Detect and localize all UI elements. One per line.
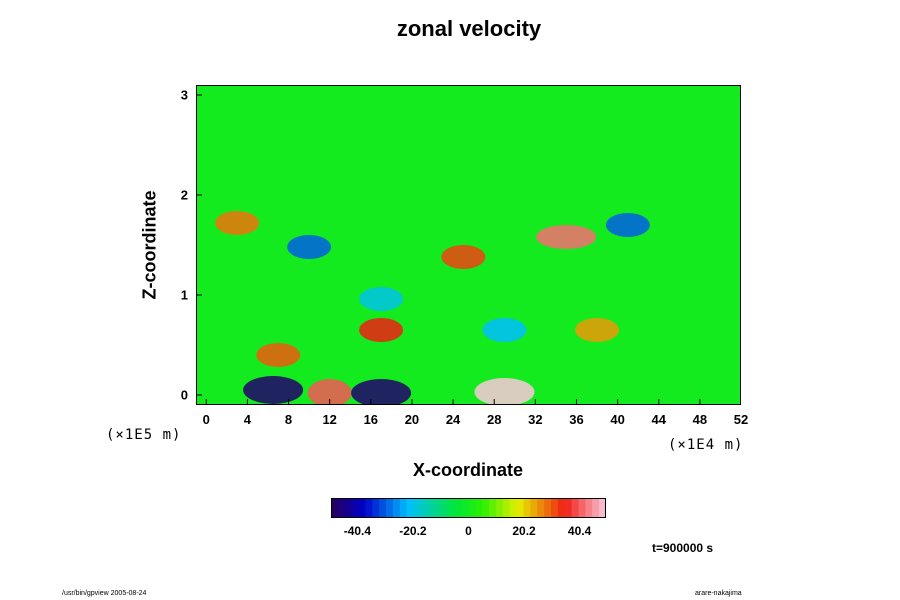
colorbar — [331, 498, 606, 518]
colorbar-segment — [544, 498, 552, 518]
colorbar-segment — [331, 498, 339, 518]
colorbar-segment — [571, 498, 579, 518]
colorbar-segment — [447, 498, 456, 518]
footer-left: /usr/bin/gpview 2005-08-24 — [62, 590, 147, 597]
colorbar-segment — [344, 498, 353, 518]
colorbar-tick-label: -40.4 — [343, 524, 372, 538]
colorbar-segment — [551, 498, 559, 518]
heatmap-feature — [359, 318, 404, 342]
heatmap-feature — [287, 235, 332, 259]
colorbar-segment — [427, 498, 435, 518]
y-tick-label: 0 — [180, 387, 188, 403]
colorbar-segment — [399, 498, 408, 518]
colorbar-segment — [502, 498, 511, 518]
x-tick-label: 36 — [569, 412, 584, 427]
y-scale-label: (×1E5 m) — [106, 427, 182, 443]
colorbar-segment — [392, 498, 401, 518]
heatmap-feature — [536, 225, 597, 249]
colorbar-segment — [516, 498, 524, 518]
colorbar-segment — [337, 498, 346, 518]
heatmap-feature — [351, 379, 412, 405]
colorbar-segment — [585, 498, 593, 518]
x-axis-label: X-coordinate — [412, 460, 523, 480]
heatmap-feature — [307, 379, 352, 405]
x-tick-label: 32 — [528, 412, 543, 427]
heatmap-feature — [482, 318, 527, 342]
colorbar-frame — [331, 498, 606, 518]
x-tick-label: 12 — [322, 412, 337, 427]
colorbar-segment — [564, 498, 573, 518]
x-tick-label: 8 — [284, 412, 293, 427]
x-tick-label: 20 — [404, 412, 420, 427]
colorbar-segment — [454, 498, 463, 518]
colorbar-segment — [461, 498, 469, 518]
heatmap-feature — [575, 318, 620, 342]
heatmap-feature — [441, 245, 486, 269]
colorbar-tick-label: 0 — [465, 524, 472, 538]
colorbar-tick-label: 40.4 — [567, 524, 592, 538]
colorbar-segment — [496, 498, 504, 518]
colorbar-segment — [468, 498, 476, 518]
colorbar-segment — [379, 498, 387, 518]
colorbar-segment — [523, 498, 531, 518]
y-tick-label: 2 — [180, 187, 188, 203]
x-tick-label: 28 — [486, 412, 502, 427]
x-tick-label: 4 — [243, 412, 252, 427]
heatmap-plot-area — [196, 85, 741, 405]
heatmap-cells — [215, 211, 650, 405]
colorbar-segment — [489, 498, 497, 518]
colorbar-segment — [537, 498, 545, 518]
heatmap-feature — [256, 343, 301, 367]
colorbar-tick-label: 20.2 — [512, 524, 536, 538]
heatmap-feature — [243, 376, 304, 404]
y-tick-label: 1 — [180, 287, 188, 303]
colorbar-segment — [365, 498, 373, 518]
x-tick-label: 0 — [202, 412, 210, 427]
colorbar-segment — [420, 498, 428, 518]
colorbar-segment — [441, 498, 449, 518]
x-tick-label: 16 — [363, 412, 379, 427]
colorbar-segment — [509, 498, 518, 518]
x-tick-label: 44 — [651, 412, 666, 427]
heatmap-feature — [215, 211, 260, 235]
colorbar-segment — [482, 498, 490, 518]
heatmap-feature — [605, 213, 650, 237]
footer-right: arare-nakajima — [695, 590, 742, 597]
x-scale-label: (×1E4 m) — [668, 437, 744, 453]
colorbar-segment — [599, 498, 606, 518]
heatmap-feature — [359, 287, 404, 311]
x-tick-label: 24 — [445, 412, 461, 427]
colorbar-segment — [406, 498, 414, 518]
heatmap-feature — [474, 378, 535, 405]
colorbar-segment — [434, 498, 442, 518]
y-axis-label: Z-coordinate — [139, 190, 160, 300]
chart-title: zonal velocity — [396, 16, 542, 41]
colorbar-tick-label: -20.2 — [399, 524, 427, 538]
colorbar-segment — [358, 498, 366, 518]
time-label: t=900000 s — [652, 541, 714, 555]
colorbar-segment — [351, 498, 359, 518]
x-tick-label: 48 — [692, 412, 708, 427]
plot-frame — [196, 85, 741, 405]
colorbar-segment — [530, 498, 538, 518]
colorbar-segment — [578, 498, 586, 518]
colorbar-segment — [592, 498, 600, 518]
x-tick-label: 52 — [733, 412, 749, 427]
colorbar-segment — [413, 498, 421, 518]
y-tick-label: 3 — [180, 87, 188, 103]
colorbar-segment — [386, 498, 394, 518]
colorbar-segment — [557, 498, 566, 518]
colorbar-segment — [475, 498, 483, 518]
colorbar-segment — [372, 498, 380, 518]
x-tick-label: 40 — [610, 412, 625, 427]
